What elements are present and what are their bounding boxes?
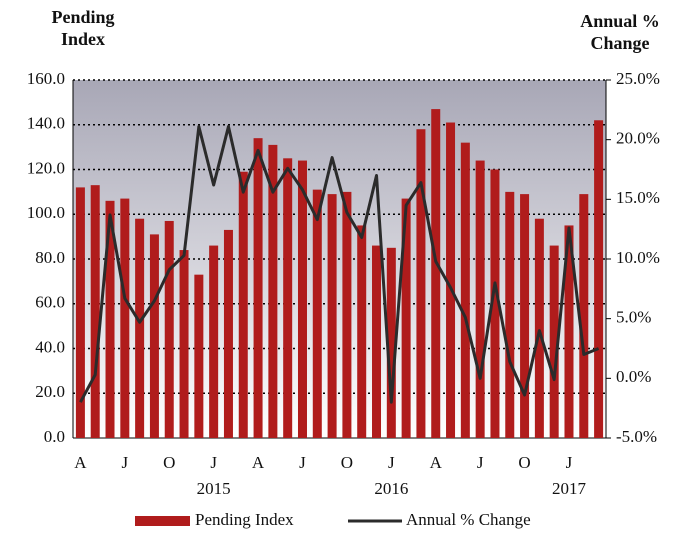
bar bbox=[416, 129, 426, 438]
y-tick-label: 120.0 bbox=[27, 158, 65, 177]
bar bbox=[431, 109, 441, 439]
y2-tick-label: 5.0% bbox=[616, 308, 651, 327]
bar bbox=[105, 200, 115, 438]
bar bbox=[475, 160, 485, 439]
bar bbox=[75, 187, 85, 438]
y-tick-label: 20.0 bbox=[35, 382, 65, 401]
y2-tick-label: -5.0% bbox=[616, 427, 657, 446]
line bbox=[79, 125, 600, 404]
bar bbox=[312, 189, 322, 438]
y-tick-label: 100.0 bbox=[27, 203, 65, 222]
bar bbox=[283, 158, 293, 438]
bar bbox=[520, 194, 530, 438]
bar bbox=[194, 274, 204, 438]
legend-swatch bbox=[135, 516, 190, 526]
bar bbox=[223, 229, 233, 438]
y2-tick-label: 15.0% bbox=[616, 188, 660, 207]
bar bbox=[372, 245, 382, 438]
bar bbox=[490, 169, 500, 438]
y-tick-label: 140.0 bbox=[27, 114, 65, 133]
x-tick-label: J bbox=[477, 453, 484, 472]
y-tick-label: 0.0 bbox=[44, 427, 65, 446]
y2-tick-label: 10.0% bbox=[616, 248, 660, 267]
legend-label: Pending Index bbox=[195, 510, 294, 529]
bar bbox=[90, 185, 100, 438]
bar bbox=[209, 245, 219, 438]
x-tick-label: J bbox=[299, 453, 306, 472]
year-label: 2017 bbox=[552, 479, 587, 498]
bar bbox=[268, 144, 278, 438]
x-tick-label: O bbox=[518, 453, 530, 472]
x-tick-label: A bbox=[74, 453, 87, 472]
y-axis-title: Pending Index bbox=[51, 7, 115, 49]
legend-label: Annual % Change bbox=[406, 510, 531, 529]
bar bbox=[238, 171, 248, 439]
y2-tick-label: 0.0% bbox=[616, 367, 651, 386]
bar bbox=[549, 245, 559, 438]
bar bbox=[460, 142, 470, 438]
bar bbox=[386, 247, 396, 438]
x-tick-label: J bbox=[388, 453, 395, 472]
bar bbox=[594, 120, 604, 439]
bar bbox=[505, 191, 515, 438]
x-tick-label: J bbox=[122, 453, 129, 472]
bar bbox=[401, 198, 411, 438]
bar bbox=[327, 194, 337, 438]
x-tick-label: O bbox=[163, 453, 175, 472]
year-label: 2016 bbox=[374, 479, 408, 498]
x-tick-label: O bbox=[341, 453, 353, 472]
bar bbox=[179, 250, 189, 438]
bar bbox=[564, 225, 574, 438]
y2-axis-title: Annual % Change bbox=[580, 11, 660, 53]
bar bbox=[579, 194, 589, 438]
bar bbox=[357, 225, 367, 438]
bar bbox=[120, 198, 130, 438]
y-tick-label: 160.0 bbox=[27, 69, 65, 88]
bar bbox=[534, 218, 544, 438]
bar bbox=[164, 220, 174, 438]
year-label: 2015 bbox=[197, 479, 231, 498]
bar bbox=[342, 191, 352, 438]
y-tick-label: 40.0 bbox=[35, 337, 65, 356]
y2-tick-label: 20.0% bbox=[616, 129, 660, 148]
x-tick-label: J bbox=[566, 453, 573, 472]
x-tick-label: A bbox=[430, 453, 443, 472]
bar bbox=[149, 234, 159, 438]
x-tick-label: J bbox=[210, 453, 217, 472]
bar bbox=[135, 218, 145, 438]
y-tick-label: 80.0 bbox=[35, 248, 65, 267]
bar bbox=[446, 122, 456, 438]
bar bbox=[297, 160, 307, 439]
y2-tick-label: 25.0% bbox=[616, 69, 660, 88]
x-tick-label: A bbox=[252, 453, 265, 472]
y-tick-label: 60.0 bbox=[35, 293, 65, 312]
bar bbox=[253, 138, 263, 439]
